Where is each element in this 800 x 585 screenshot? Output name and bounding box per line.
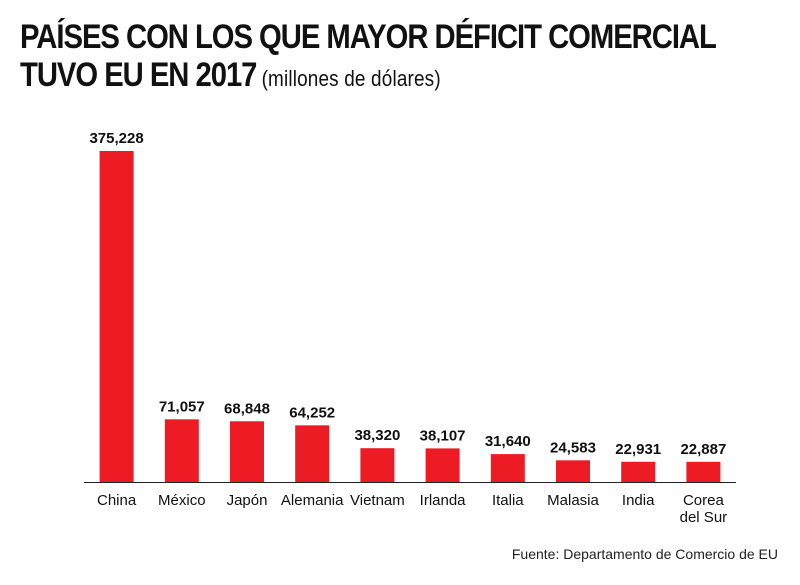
category-label: India [622, 492, 655, 509]
value-label: 38,320 [354, 427, 400, 444]
value-label: 71,057 [159, 398, 205, 415]
chart-subtitle: (millones de dólares) [261, 66, 441, 91]
value-label: 31,640 [485, 433, 531, 450]
value-label: 68,848 [224, 400, 270, 417]
value-label: 375,228 [89, 130, 143, 147]
category-label: Italia [492, 492, 524, 509]
category-label: Malasia [547, 492, 599, 509]
bar-7 [490, 454, 525, 482]
category-label: Corea del Sur [680, 492, 728, 526]
value-label: 24,583 [550, 439, 596, 456]
bar-5 [360, 448, 395, 482]
value-label: 22,931 [615, 441, 661, 458]
bar-6 [425, 448, 460, 482]
source-note: Fuente: Departamento de Comercio de EU [511, 546, 778, 562]
category-label: Irlanda [420, 492, 467, 509]
bar-8 [556, 460, 590, 482]
value-label: 38,107 [420, 427, 466, 444]
value-label: 22,887 [680, 441, 726, 458]
category-label: China [97, 492, 137, 509]
bar-2 [164, 419, 199, 482]
category-label: Japón [227, 492, 268, 509]
bar-1 [99, 151, 134, 482]
category-label: Alemania [281, 492, 344, 509]
title-line-1: PAÍSES CON LOS QUE MAYOR DÉFICIT COMERCI… [20, 18, 717, 56]
chart-title: PAÍSES CON LOS QUE MAYOR DÉFICIT COMERCI… [20, 18, 717, 98]
bar-10 [686, 461, 721, 482]
category-label: Vietnam [350, 492, 405, 509]
title-line-2: TUVO EU EN 2017 [20, 56, 257, 94]
category-label: México [158, 492, 206, 509]
bar-9 [621, 461, 656, 482]
bar-4 [295, 425, 330, 482]
bar-3 [230, 421, 264, 482]
value-label: 64,252 [289, 404, 335, 421]
